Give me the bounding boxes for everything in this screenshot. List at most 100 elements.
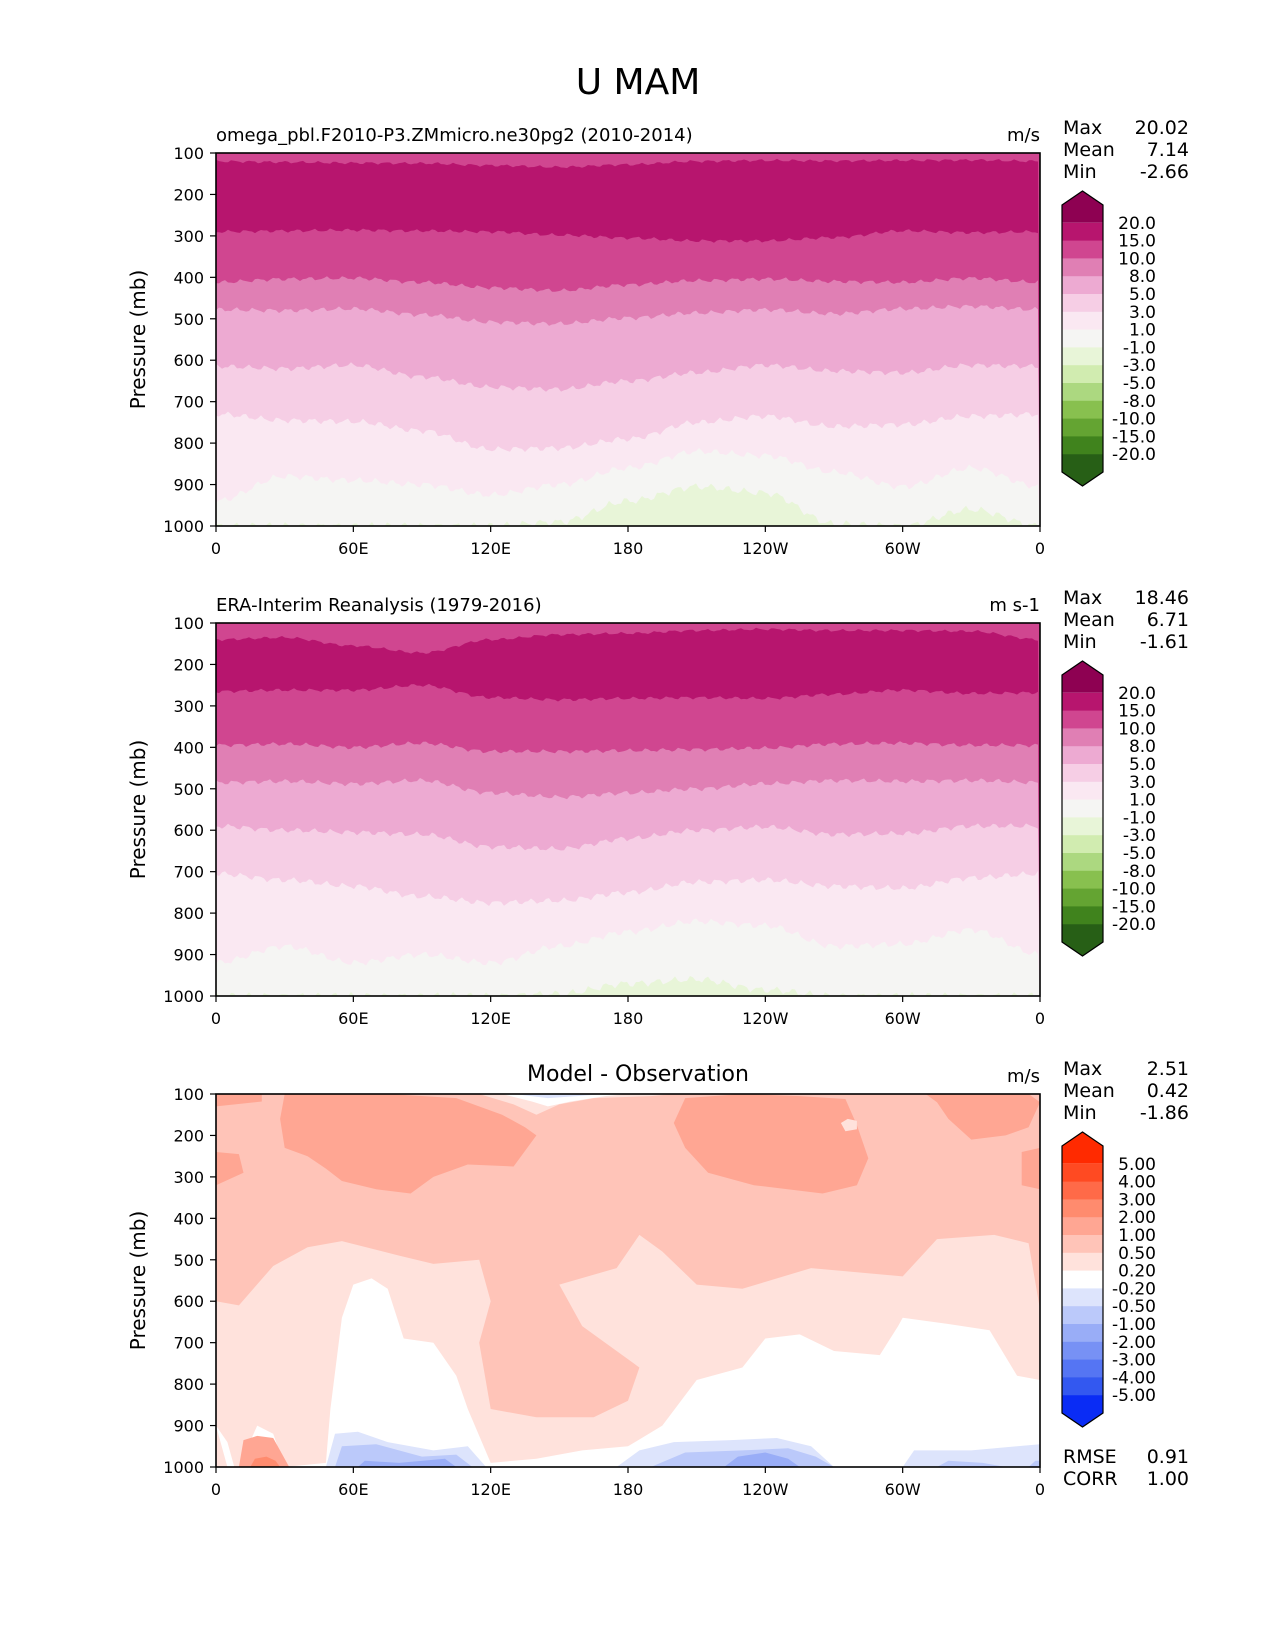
colorbar-tick-label: 8.0 [1129,267,1156,287]
x-tick-label: 0 [211,539,221,558]
colorbar-segment [1062,906,1103,925]
stat-value-max: 18.46 [1135,587,1189,609]
colorbar-segment [1062,1377,1103,1396]
colorbar-segment [1062,1235,1103,1254]
panel-units: m/s [1007,1066,1040,1087]
figure-title: U MAM [576,62,701,103]
colorbar-segment [1062,347,1103,366]
x-tick-label: 60W [885,1009,921,1028]
colorbar-tick-label: 1.00 [1118,1226,1156,1246]
colorbar-segment [1062,710,1103,729]
x-tick-label: 0 [211,1480,221,1499]
colorbar-tick-label: -3.0 [1123,356,1156,376]
colorbar-segment [1062,692,1103,711]
stats: Max 18.46 Mean 6.71 Min -1.61 [1063,587,1189,653]
y-tick-label: 600 [173,351,204,370]
colorbar-tick-label: -15.0 [1112,427,1156,447]
contour-band-2.00-sfc [250,1456,281,1467]
colorbar-segment [1062,764,1103,783]
colorbar-tick-label: -3.0 [1123,826,1156,846]
y-tick-label: 1000 [163,1458,204,1477]
y-axis-label: Pressure (mb) [126,740,150,880]
x-tick-label: 120W [742,1480,789,1499]
stat-label-max: Max [1063,587,1102,609]
colorbar-segment [1062,1288,1103,1307]
colorbar-tick-label: 3.00 [1118,1190,1156,1210]
contour-field [216,1094,1040,1467]
colorbar-segment [1062,1324,1103,1343]
colorbar-tick-label: 3.0 [1129,303,1156,323]
metric-value-rmse: 0.91 [1147,1446,1189,1468]
contour-band-neg-f [902,1444,1040,1467]
colorbar-segment [1062,888,1103,907]
y-tick-label: 700 [173,863,204,882]
colorbar-segment [1062,1252,1103,1271]
colorbar-tick-label: 5.00 [1118,1155,1156,1175]
stat-value-min: -1.61 [1140,631,1189,653]
colorbar-tick-label: 8.0 [1129,737,1156,757]
panel-units: m/s [1007,125,1040,146]
contour-band-neg-h [1028,1460,1040,1467]
contour-band-1.00-f [1021,1147,1040,1190]
y-tick-label: 400 [173,738,204,757]
colorbar-segment [1062,1132,1103,1164]
colorbar-segment [1062,1270,1103,1289]
metric-value-corr: 1.00 [1147,1468,1189,1490]
colorbar-segment [1062,799,1103,818]
colorbar-tick-label: -4.00 [1112,1368,1156,1388]
y-tick-label: 100 [173,614,204,633]
colorbar-segment [1062,870,1103,889]
colorbar-tick-label: 15.0 [1118,702,1156,722]
colorbar-tick-label: -2.00 [1112,1333,1156,1353]
contour-band--1.0 [216,918,1040,996]
y-tick-label: 900 [173,1417,204,1436]
y-tick-label: 900 [173,476,204,495]
contour-band-neg-e [724,1452,800,1467]
x-tick-label: 60E [338,539,368,558]
colorbar-segment [1062,853,1103,872]
colorbar-segment [1062,781,1103,800]
y-tick-label: 100 [173,144,204,163]
stat-label-max: Max [1063,117,1102,139]
x-tick-label: 60E [338,1009,368,1028]
colorbar-segment [1062,400,1103,419]
contour-band-1.00-e [216,1152,244,1186]
colorbar-segment [1062,276,1103,295]
colorbar-tick-label: -1.00 [1112,1315,1156,1335]
colorbar-tick-label: 1.0 [1129,791,1156,811]
colorbar-outline [1061,1131,1104,1428]
stat-value-max: 20.02 [1135,117,1189,139]
stat-label-mean: Mean [1063,1080,1115,1102]
colorbar-tick-label: -10.0 [1112,880,1156,900]
x-tick-label: 180 [613,1009,644,1028]
colorbar-segment [1062,1181,1103,1200]
stat-value-mean: 7.14 [1147,139,1189,161]
y-tick-label: 500 [173,780,204,799]
stat-label-min: Min [1063,1102,1097,1124]
x-tick-label: 120E [470,539,511,558]
colorbar-segment [1062,835,1103,854]
colorbar-segment [1062,329,1103,348]
panel-title: Model - Observation [527,1062,749,1087]
colorbar-tick-label: -5.0 [1123,844,1156,864]
colorbar-tick-label: 15.0 [1118,232,1156,252]
y-tick-label: 200 [173,185,204,204]
colorbar-segment [1062,240,1103,259]
y-axis-label: Pressure (mb) [126,1211,150,1351]
colorbar-segment [1062,418,1103,437]
contour-band-1.00-d [216,1094,262,1107]
colorbar-segment [1062,1306,1103,1325]
colorbar-outline [1061,660,1104,957]
x-tick-label: 120W [742,1009,789,1028]
stat-label-min: Min [1063,161,1097,183]
y-tick-label: 800 [173,1375,204,1394]
colorbar-outline [1061,190,1104,487]
stat-value-mean: 0.42 [1147,1080,1189,1102]
contour-field [216,153,1040,526]
colorbar-tick-label: 5.0 [1129,755,1156,775]
stat-label-min: Min [1063,631,1097,653]
panel-difference: Model - Observation m/s 100 200 300 400 500 6… [126,1058,1189,1499]
colorbar-tick-label: -0.20 [1112,1279,1156,1299]
contour-band--1.0 [216,448,1040,526]
